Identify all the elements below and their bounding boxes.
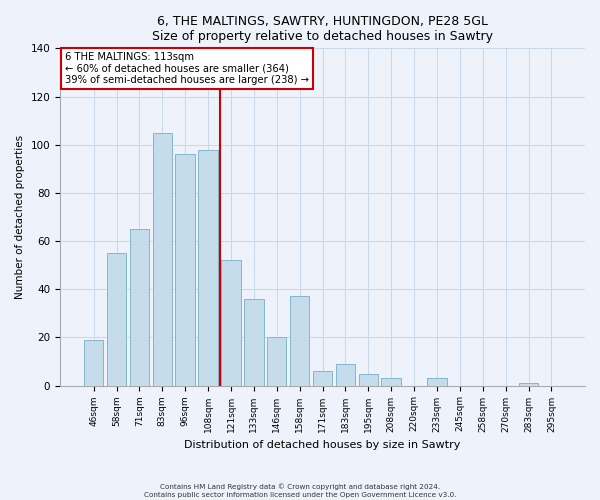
Bar [130,229,149,386]
X-axis label: Distribution of detached houses by size in Sawtry: Distribution of detached houses by size … [184,440,461,450]
Bar [221,260,241,386]
Y-axis label: Number of detached properties: Number of detached properties [15,135,25,299]
Title: 6, THE MALTINGS, SAWTRY, HUNTINGDON, PE28 5GL
Size of property relative to detac: 6, THE MALTINGS, SAWTRY, HUNTINGDON, PE2… [152,15,493,43]
Bar [359,374,378,386]
Bar [107,253,126,386]
Bar [382,378,401,386]
Bar [313,371,332,386]
Bar [335,364,355,386]
Bar [152,132,172,386]
Text: Contains HM Land Registry data © Crown copyright and database right 2024.
Contai: Contains HM Land Registry data © Crown c… [144,484,456,498]
Bar [290,296,310,386]
Bar [244,299,263,386]
Bar [427,378,446,386]
Bar [199,150,218,386]
Text: 6 THE MALTINGS: 113sqm
← 60% of detached houses are smaller (364)
39% of semi-de: 6 THE MALTINGS: 113sqm ← 60% of detached… [65,52,309,85]
Bar [267,338,286,386]
Bar [175,154,195,386]
Bar [84,340,103,386]
Bar [519,383,538,386]
